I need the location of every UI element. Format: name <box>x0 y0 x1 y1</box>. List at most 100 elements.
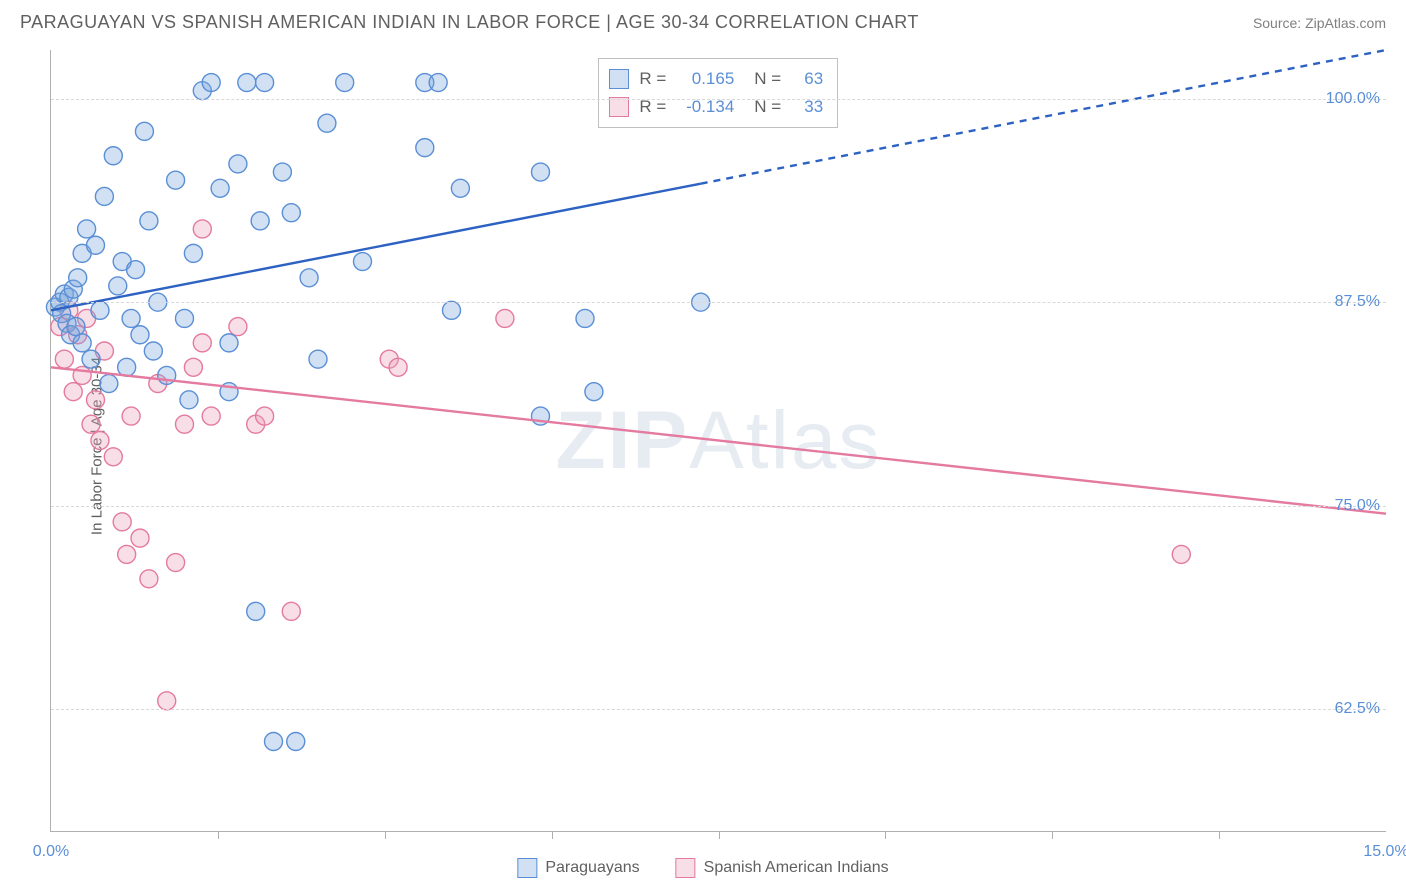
scatter-point-blue <box>118 358 136 376</box>
scatter-point-pink <box>91 432 109 450</box>
legend-label-blue: Paraguayans <box>545 859 639 877</box>
scatter-point-blue <box>69 269 87 287</box>
x-tick <box>385 831 386 839</box>
scatter-point-pink <box>64 383 82 401</box>
scatter-point-blue <box>135 122 153 140</box>
scatter-point-blue <box>91 301 109 319</box>
scatter-point-blue <box>220 334 238 352</box>
scatter-point-blue <box>184 244 202 262</box>
scatter-point-pink <box>55 350 73 368</box>
scatter-point-blue <box>336 74 354 92</box>
series-legend: Paraguayans Spanish American Indians <box>517 858 888 878</box>
scatter-point-blue <box>354 253 372 271</box>
scatter-point-blue <box>104 147 122 165</box>
scatter-point-blue <box>82 350 100 368</box>
scatter-point-blue <box>167 171 185 189</box>
gridline-h <box>51 99 1386 100</box>
scatter-point-blue <box>532 163 550 181</box>
scatter-point-blue <box>451 179 469 197</box>
scatter-point-pink <box>113 513 131 531</box>
scatter-point-pink <box>256 407 274 425</box>
scatter-point-blue <box>144 342 162 360</box>
swatch-pink-small <box>609 97 629 117</box>
x-tick <box>552 831 553 839</box>
legend-item-spanish-american-indians: Spanish American Indians <box>676 858 889 878</box>
scatter-point-pink <box>104 448 122 466</box>
scatter-point-pink <box>496 309 514 327</box>
scatter-point-pink <box>176 415 194 433</box>
scatter-point-blue <box>238 74 256 92</box>
scatter-point-blue <box>67 318 85 336</box>
trend-line-blue <box>51 184 701 311</box>
scatter-point-blue <box>429 74 447 92</box>
scatter-point-blue <box>309 350 327 368</box>
corr-legend-row-blue: R =0.165N =63 <box>609 65 823 93</box>
y-tick-label: 75.0% <box>1335 497 1380 515</box>
scatter-point-pink <box>193 220 211 238</box>
y-tick-label: 100.0% <box>1326 90 1380 108</box>
correlation-legend: R =0.165N =63R =-0.134N =33 <box>598 58 838 128</box>
scatter-point-pink <box>184 358 202 376</box>
scatter-point-blue <box>443 301 461 319</box>
scatter-point-blue <box>318 114 336 132</box>
scatter-point-blue <box>576 309 594 327</box>
y-tick-label: 62.5% <box>1335 700 1380 718</box>
scatter-point-blue <box>202 74 220 92</box>
scatter-point-blue <box>73 334 91 352</box>
x-tick <box>719 831 720 839</box>
scatter-point-blue <box>180 391 198 409</box>
scatter-point-blue <box>416 139 434 157</box>
scatter-point-pink <box>131 529 149 547</box>
scatter-point-blue <box>122 309 140 327</box>
swatch-blue <box>517 858 537 878</box>
x-tick <box>218 831 219 839</box>
scatter-point-blue <box>265 733 283 751</box>
legend-label-pink: Spanish American Indians <box>704 859 889 877</box>
scatter-point-pink <box>389 358 407 376</box>
scatter-point-blue <box>176 309 194 327</box>
scatter-point-blue <box>211 179 229 197</box>
x-tick-label: 15.0% <box>1363 843 1406 861</box>
scatter-point-pink <box>140 570 158 588</box>
gridline-h <box>51 506 1386 507</box>
scatter-point-blue <box>287 733 305 751</box>
scatter-point-pink <box>122 407 140 425</box>
chart-plot-area: ZIPAtlas R =0.165N =63R =-0.134N =33 62.… <box>50 50 1386 832</box>
chart-title: PARAGUAYAN VS SPANISH AMERICAN INDIAN IN… <box>20 12 919 33</box>
y-tick-label: 87.5% <box>1335 293 1380 311</box>
scatter-point-pink <box>118 545 136 563</box>
scatter-point-blue <box>273 163 291 181</box>
scatter-svg <box>51 50 1386 831</box>
scatter-point-pink <box>1172 545 1190 563</box>
source-attribution: Source: ZipAtlas.com <box>1253 15 1386 31</box>
gridline-h <box>51 709 1386 710</box>
scatter-point-pink <box>202 407 220 425</box>
scatter-point-pink <box>229 318 247 336</box>
swatch-pink <box>676 858 696 878</box>
legend-item-paraguayans: Paraguayans <box>517 858 639 878</box>
scatter-point-pink <box>167 554 185 572</box>
scatter-point-blue <box>131 326 149 344</box>
scatter-point-blue <box>282 204 300 222</box>
trend-line-pink <box>51 367 1386 513</box>
swatch-blue-small <box>609 69 629 89</box>
scatter-point-blue <box>95 187 113 205</box>
scatter-point-blue <box>87 236 105 254</box>
scatter-point-pink <box>282 602 300 620</box>
scatter-point-blue <box>140 212 158 230</box>
scatter-point-blue <box>256 74 274 92</box>
scatter-point-blue <box>109 277 127 295</box>
x-tick <box>1052 831 1053 839</box>
corr-legend-row-pink: R =-0.134N =33 <box>609 93 823 121</box>
scatter-point-blue <box>229 155 247 173</box>
scatter-point-pink <box>158 692 176 710</box>
scatter-point-blue <box>100 375 118 393</box>
scatter-point-pink <box>193 334 211 352</box>
x-tick-label: 0.0% <box>33 843 69 861</box>
scatter-point-pink <box>87 391 105 409</box>
scatter-point-blue <box>247 602 265 620</box>
scatter-point-blue <box>127 261 145 279</box>
scatter-point-blue <box>78 220 96 238</box>
chart-header: PARAGUAYAN VS SPANISH AMERICAN INDIAN IN… <box>0 0 1406 41</box>
gridline-h <box>51 302 1386 303</box>
